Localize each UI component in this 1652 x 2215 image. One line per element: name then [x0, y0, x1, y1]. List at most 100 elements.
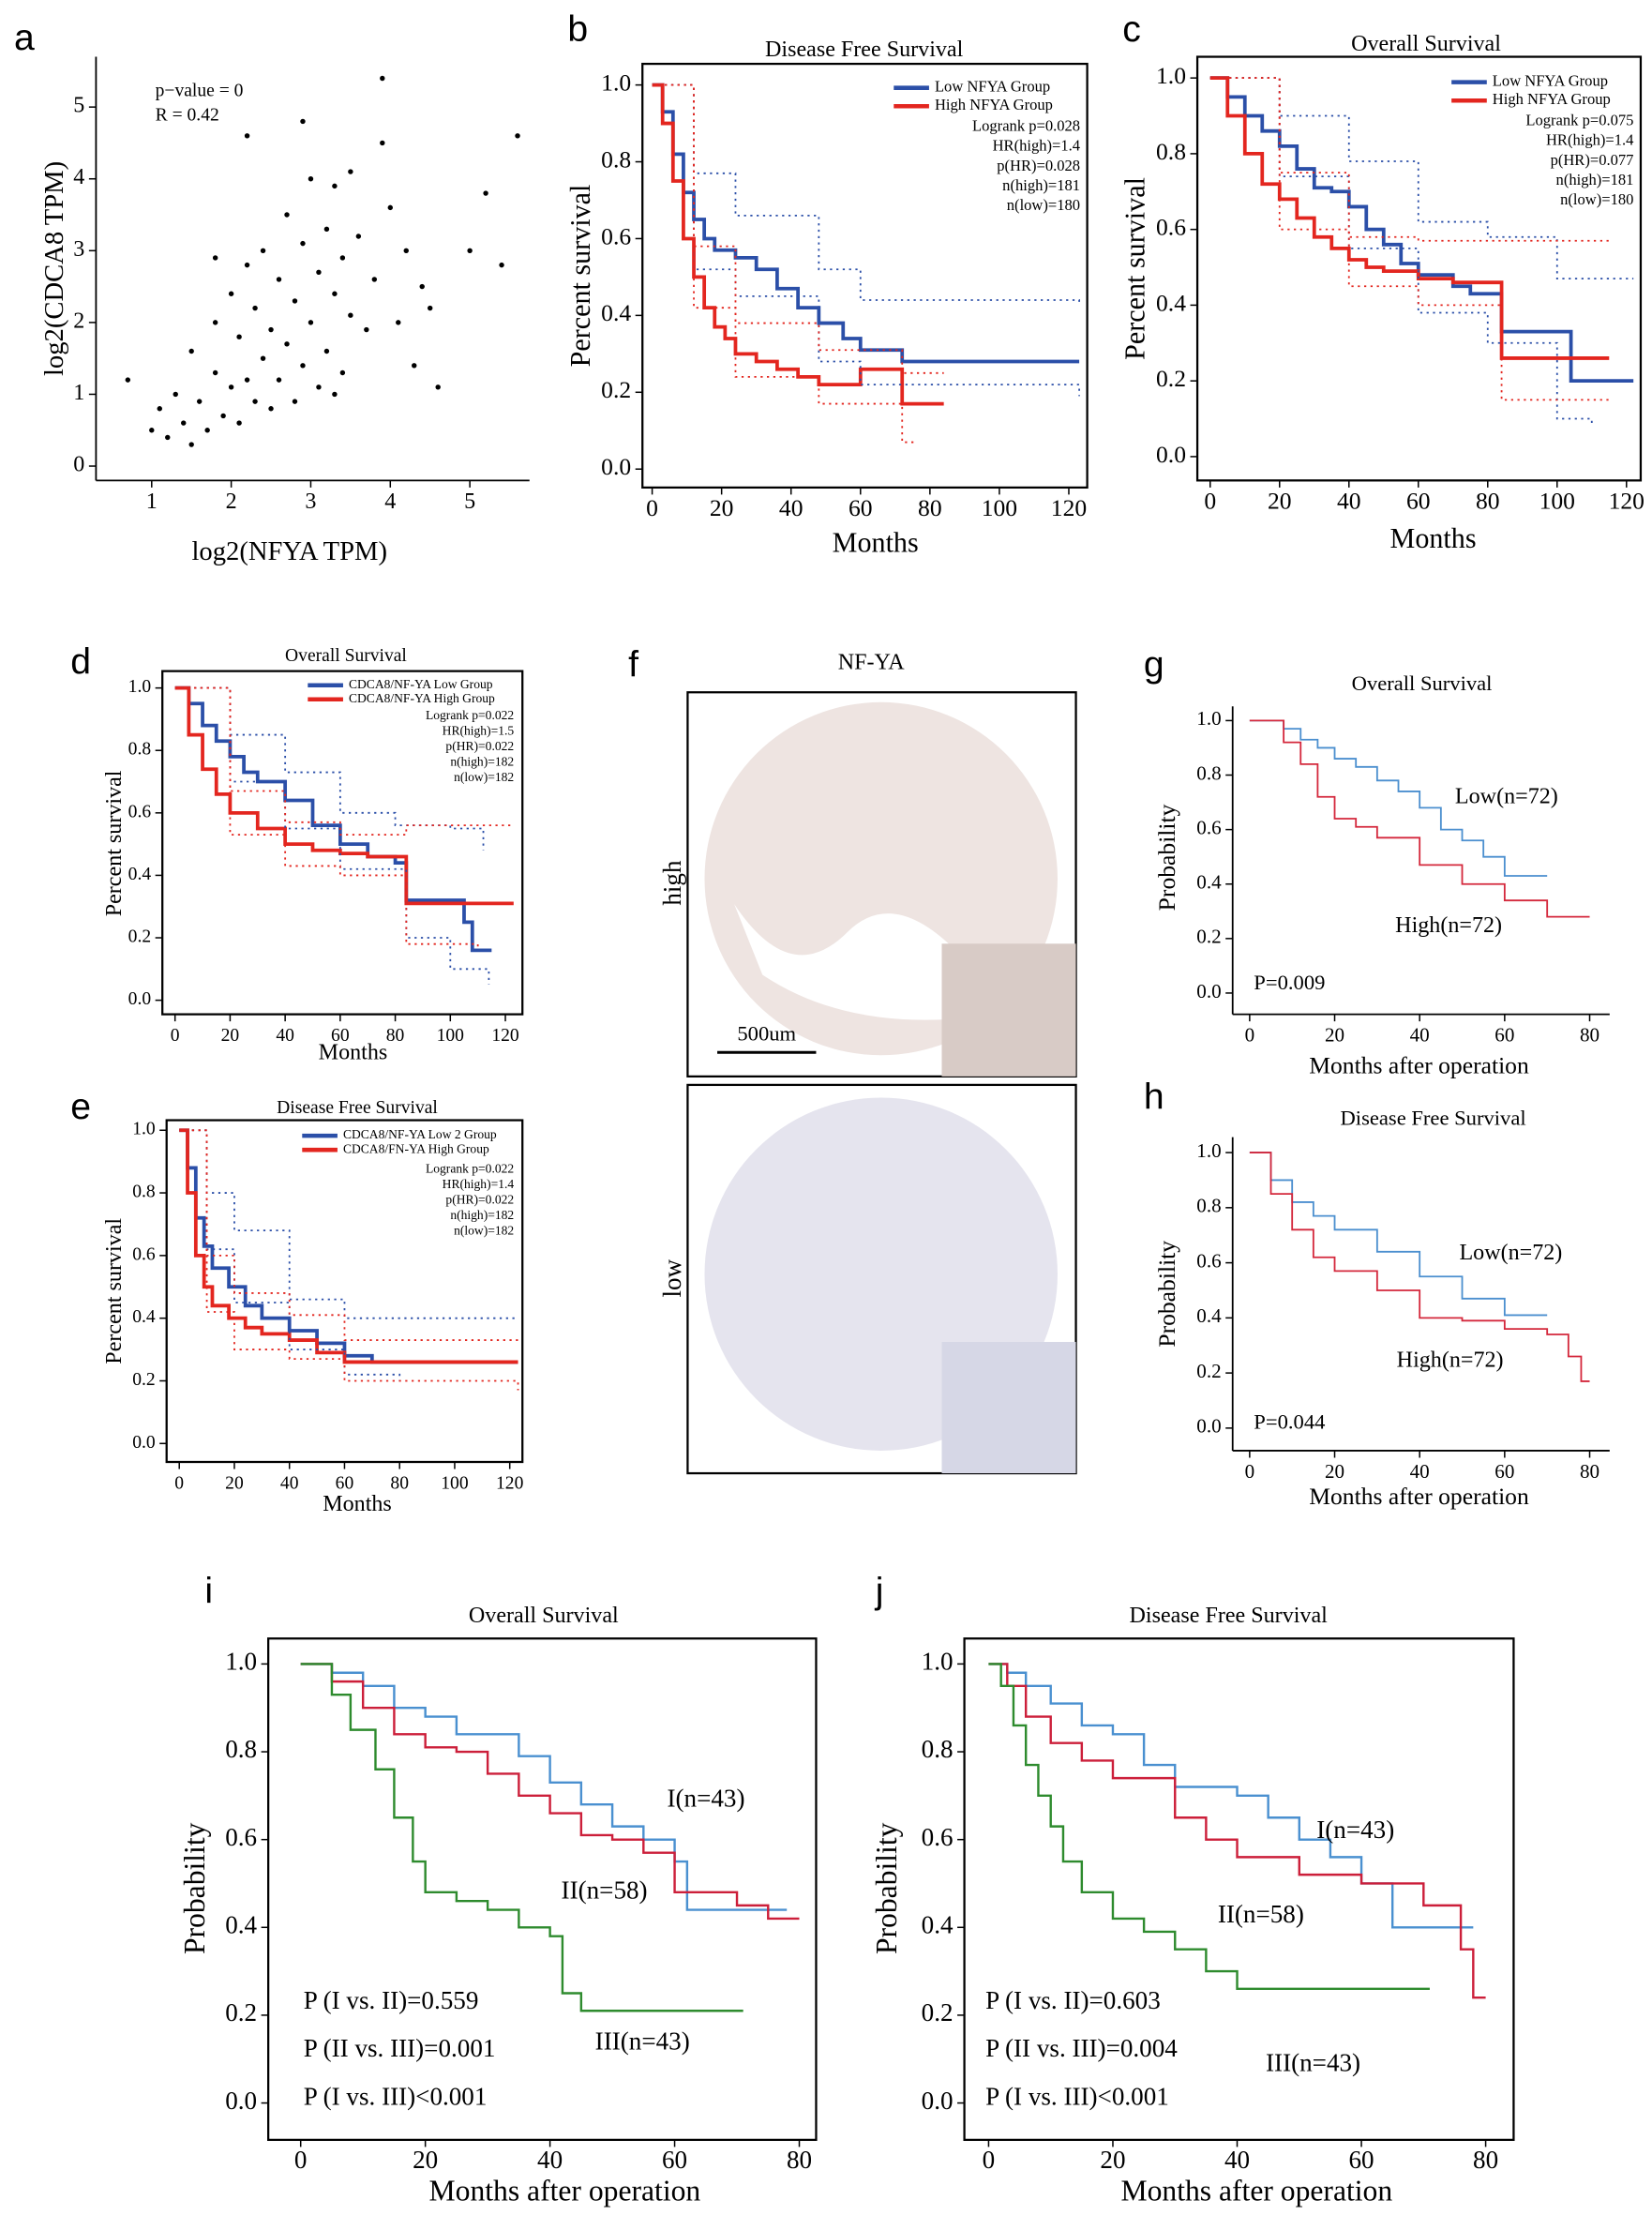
y-tick-label: 0.2 — [601, 376, 631, 403]
point — [419, 283, 425, 290]
confidence-line — [652, 83, 1080, 305]
panel: c Overall Survival 0 20 40 60 80 100 120 0.0 0.2 0.… — [1119, 9, 1644, 554]
panel-label: c — [1122, 9, 1141, 50]
survival-curve — [1249, 1152, 1590, 1382]
annotation: n(low)=182 — [454, 770, 514, 785]
x-tick-label: 3 — [305, 490, 316, 514]
point — [228, 291, 234, 296]
point — [403, 248, 409, 254]
point — [348, 312, 353, 318]
ihc-images — [686, 691, 1077, 1475]
x-axis-label: Months after operation — [1309, 1052, 1529, 1079]
point — [515, 133, 520, 139]
panel-label: f — [628, 644, 638, 685]
legend-label: CDCA8/NF-YA High Group — [349, 691, 495, 705]
x-tick-label: 40 — [280, 1474, 299, 1494]
point — [323, 348, 330, 354]
point — [387, 204, 393, 211]
annotation: p−value = 0 — [156, 82, 244, 101]
legend-label: High NFYA Group — [1493, 90, 1611, 108]
point — [284, 341, 290, 347]
x-axis-label: Months after operation — [1120, 2174, 1392, 2207]
y-axis-label: Percent survival — [102, 770, 127, 916]
x-tick-label: 80 — [1580, 1460, 1599, 1483]
y-tick-label: 0.4 — [1156, 289, 1186, 316]
annotation: p(HR)=0.022 — [445, 739, 514, 754]
y-tick-label: 0.2 — [132, 1370, 155, 1390]
y-tick-label: 0.6 — [922, 1823, 954, 1851]
point — [244, 133, 250, 139]
point — [260, 355, 266, 361]
x-axis-label: Months — [323, 1492, 392, 1516]
annotation: p(HR)=0.028 — [997, 157, 1080, 174]
x-tick-label: 4 — [384, 490, 396, 514]
y-tick-label: 0.4 — [922, 1911, 954, 1939]
plot-frame — [963, 1637, 1515, 2142]
survival-curve — [179, 1128, 518, 1364]
point — [284, 212, 290, 218]
point — [308, 320, 314, 325]
point — [220, 413, 226, 419]
point — [125, 377, 131, 383]
point — [149, 428, 155, 433]
y-tick-label: 0.2 — [128, 927, 151, 947]
annotation: P=0.009 — [1254, 971, 1325, 994]
point — [165, 434, 171, 441]
y-tick-label: 0.4 — [128, 865, 152, 884]
x-tick-label: 0 — [983, 2146, 996, 2174]
point — [252, 399, 258, 404]
y-tick-label: 1.0 — [225, 1648, 257, 1676]
y-tick-label: 0.0 — [922, 2087, 954, 2115]
y-tick-label: 1.0 — [1196, 1139, 1221, 1162]
y-tick-label: 0.0 — [1156, 441, 1186, 468]
x-tick-label: 40 — [1224, 2146, 1250, 2174]
x-tick-label: 60 — [662, 2146, 687, 2174]
x-tick-label: 5 — [464, 490, 475, 514]
x-axis-label: Months after operation — [429, 2174, 701, 2207]
x-tick-label: 40 — [537, 2146, 563, 2174]
annotation: n(low)=180 — [1560, 190, 1633, 208]
y-tick-label: 1.0 — [1196, 707, 1221, 730]
y-axis-label: Probability — [870, 1822, 903, 1954]
y-tick-label: 4 — [73, 165, 84, 189]
panel-label: a — [14, 18, 35, 58]
y-tick-label: 0.4 — [225, 1911, 257, 1939]
annotation: HR(high)=1.4 — [443, 1177, 515, 1192]
annotation: HR(high)=1.4 — [1546, 131, 1634, 149]
x-tick-label: 0 — [171, 1026, 180, 1046]
panel: h Disease Free Survival 0 20 40 60 80 0.0 0.2 0.4… — [1144, 1077, 1610, 1510]
confidence-line — [652, 83, 917, 444]
y-tick-label: 0.2 — [1196, 1360, 1221, 1382]
point — [427, 305, 433, 311]
x-tick-label: 80 — [390, 1474, 409, 1494]
point — [339, 255, 346, 261]
y-tick-label: 0.2 — [225, 1998, 257, 2027]
point — [244, 377, 250, 383]
confidence-line — [1209, 77, 1610, 242]
y-tick-label: 0.8 — [1196, 761, 1221, 784]
y-tick-label: 0.2 — [922, 1998, 954, 2027]
legend-label: CDCA8/NF-YA Low Group — [349, 677, 493, 691]
plot-frame — [641, 62, 1089, 490]
chart-title: Overall Survival — [469, 1604, 619, 1628]
point — [252, 305, 258, 311]
point — [380, 140, 385, 146]
point — [188, 348, 194, 354]
chart-title: Disease Free Survival — [1341, 1107, 1526, 1130]
y-tick-label: 0.4 — [132, 1307, 156, 1327]
panel-label: e — [70, 1087, 91, 1127]
x-tick-label: 60 — [1494, 1460, 1514, 1483]
survival-curve — [1249, 719, 1548, 877]
x-tick-label: 40 — [276, 1026, 294, 1046]
point — [204, 428, 210, 433]
y-tick-label: 2 — [73, 309, 84, 333]
annotation: HR(high)=1.5 — [443, 724, 515, 739]
x-tick-label: 80 — [918, 494, 942, 521]
point — [355, 234, 362, 239]
x-tick-label: 20 — [1268, 487, 1292, 514]
x-tick-label: 80 — [1580, 1024, 1599, 1047]
y-axis-label: Percent survival — [1119, 177, 1151, 360]
legend-label: High NFYA Group — [935, 96, 1053, 113]
y-axis-label: Probability — [178, 1822, 211, 1954]
